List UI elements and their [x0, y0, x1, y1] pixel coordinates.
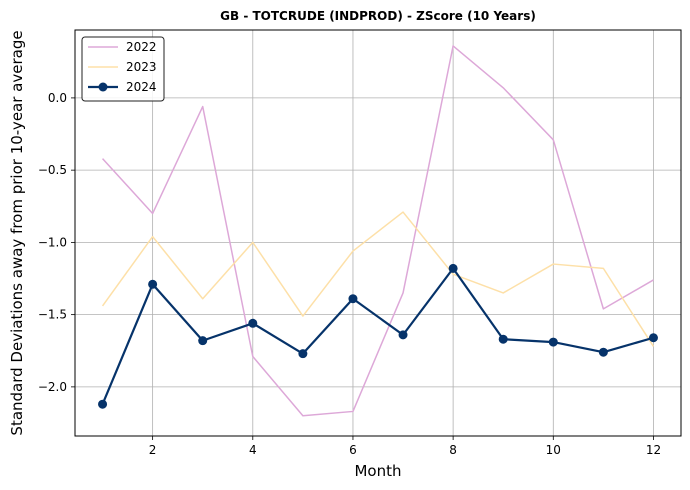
grid — [75, 30, 681, 436]
data-point-2024 — [248, 318, 258, 328]
data-point-2024 — [348, 294, 358, 304]
series-layer — [98, 45, 658, 417]
data-point-2024 — [448, 263, 458, 273]
y-tick-label: −2.0 — [38, 380, 67, 394]
x-tick-label: 10 — [546, 443, 561, 457]
data-point-2024 — [98, 399, 108, 409]
y-tick-label: −1.5 — [38, 308, 67, 322]
x-axis-label: Month — [354, 462, 401, 480]
y-tick-label: −1.0 — [38, 235, 67, 249]
series-line-2023 — [101, 211, 655, 347]
x-tick-label: 8 — [449, 443, 457, 457]
y-axis-label: Standard Deviations away from prior 10-y… — [8, 30, 26, 435]
legend-label-2024: 2024 — [126, 80, 157, 94]
data-point-2024 — [648, 333, 658, 343]
legend-label-2022: 2022 — [126, 40, 157, 54]
x-tick-label: 12 — [646, 443, 661, 457]
ticks: 2 4 6 8 10 12 −2.0 −1.5 −1.0 −0.5 0.0 — [38, 91, 661, 457]
data-point-2024 — [198, 336, 208, 346]
chart-title: GB - TOTCRUDE (INDPROD) - ZScore (10 Yea… — [220, 9, 536, 23]
legend-marker-2024 — [98, 82, 108, 92]
data-point-2024 — [298, 349, 308, 359]
x-tick-label: 4 — [249, 443, 257, 457]
y-tick-label: 0.0 — [48, 91, 67, 105]
data-point-2024 — [498, 334, 508, 344]
plot-frame — [74, 29, 682, 437]
x-tick-label: 6 — [349, 443, 357, 457]
x-tick-label: 2 — [149, 443, 157, 457]
data-point-2024 — [148, 279, 158, 289]
series-line-2024 — [101, 267, 654, 405]
legend: 2022 2023 2024 — [81, 36, 165, 102]
data-point-2024 — [598, 347, 608, 357]
series-line-2022 — [101, 45, 654, 417]
y-tick-label: −0.5 — [38, 163, 67, 177]
data-point-2024 — [548, 337, 558, 347]
legend-label-2023: 2023 — [126, 60, 157, 74]
data-point-2024 — [398, 330, 408, 340]
